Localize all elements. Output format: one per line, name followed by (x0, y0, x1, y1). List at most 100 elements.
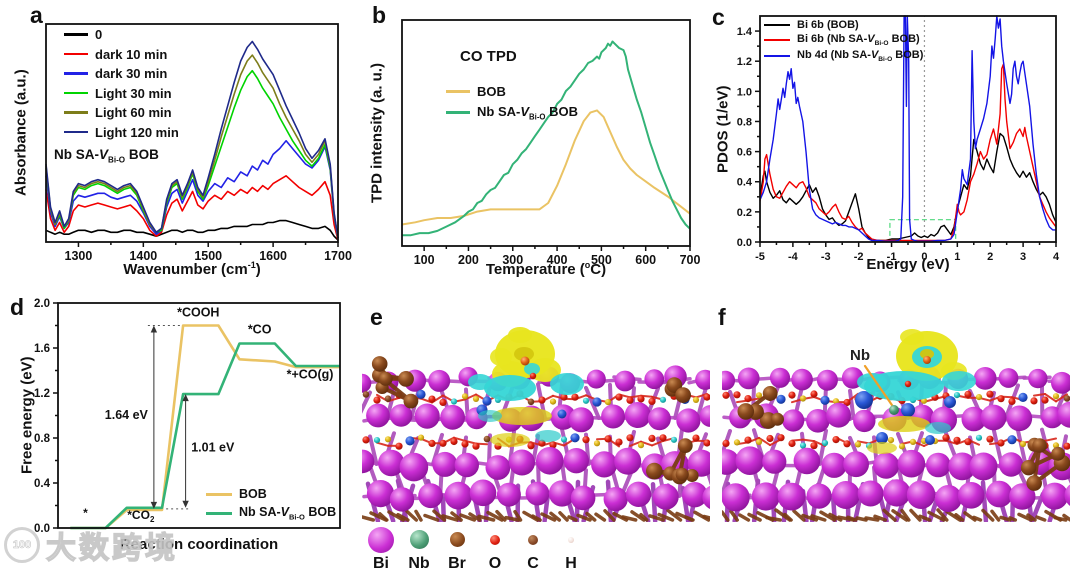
svg-text:0.0: 0.0 (737, 237, 752, 249)
atom-swatch-wrap (368, 526, 394, 553)
legend-item: Bi 6b (Nb SA-VBi-O BOB) (764, 33, 923, 47)
legend-label: Nb 4d (Nb SA-VBi-O BOB) (797, 49, 923, 63)
atom-swatch-wrap (490, 526, 500, 553)
svg-text:1.01 eV: 1.01 eV (191, 441, 235, 455)
panel-c-x-axis-label: Energy (eV) (760, 256, 1056, 273)
legend-item: Bi 6b (BOB) (764, 19, 923, 31)
panel-b-x-axis-label: Temperature (oC) (402, 260, 690, 278)
atom-legend-item-c: C (516, 526, 550, 573)
legend-label: Nb SA-VBi-O BOB (477, 104, 578, 122)
legend-color-swatch (764, 39, 790, 41)
legend-item: Nb SA-VBi-O BOB (206, 505, 336, 522)
legend-color-swatch (764, 55, 790, 57)
legend-item: Light 30 min (64, 86, 179, 101)
atom-symbol-label: Br (448, 555, 466, 573)
legend-item: dark 30 min (64, 66, 179, 81)
atom-symbol-label: Bi (373, 555, 389, 573)
legend-color-swatch (64, 33, 88, 36)
atom-symbol-label: C (527, 555, 539, 573)
svg-text:*+CO(g): *+CO(g) (287, 367, 334, 381)
svg-text:*CO: *CO (248, 322, 272, 336)
atom-color-swatch (490, 535, 500, 545)
charge-density-structure-nb-sa: Nb (722, 324, 1070, 522)
atom-swatch-wrap (568, 526, 574, 553)
legend-item: 0 (64, 27, 179, 42)
panel-b-y-axis-label: TPD intensity (a. u.) (366, 20, 388, 246)
legend-color-swatch (64, 92, 88, 95)
svg-text:0.4: 0.4 (737, 177, 753, 189)
atom-swatch-wrap (450, 526, 465, 553)
legend-color-swatch (764, 24, 790, 26)
panel-d-legend: BOB Nb SA-VBi-O BOB (206, 487, 336, 526)
legend-label: Bi 6b (BOB) (797, 19, 859, 31)
free-energy-chart: 0.00.40.81.21.62.01.64 eV1.01 eV**CO2*CO… (0, 290, 356, 569)
svg-text:Nb: Nb (850, 347, 870, 364)
atom-color-swatch (368, 527, 394, 553)
legend-label: dark 10 min (95, 47, 167, 62)
svg-text:1.2: 1.2 (737, 56, 752, 68)
atom-symbol-label: O (489, 555, 501, 573)
atom-legend-item-o: O (478, 526, 512, 573)
legend-label: Light 30 min (95, 86, 172, 101)
svg-text:0.8: 0.8 (737, 116, 752, 128)
panel-c-y-axis-label: PDOS (1/eV) (712, 16, 734, 242)
panel-a-x-axis-label: Wavenumber (cm-1) (46, 260, 338, 278)
legend-item: dark 10 min (64, 47, 179, 62)
legend-color-swatch (64, 53, 88, 56)
atom-color-swatch (450, 532, 465, 547)
atom-legend-item-nb: Nb (402, 526, 436, 573)
legend-item: Nb SA-VBi-O BOB (446, 104, 578, 122)
panel-d-y-axis-label: Free energy (eV) (16, 303, 38, 528)
svg-text:0.2: 0.2 (737, 207, 752, 219)
atom-swatch-wrap (410, 526, 429, 553)
svg-text:*: * (83, 506, 88, 520)
panel-f: f Nb (708, 290, 1080, 569)
legend-label: 0 (95, 27, 102, 42)
legend-color-swatch (206, 512, 232, 515)
legend-color-swatch (64, 72, 88, 75)
legend-color-swatch (206, 493, 232, 496)
legend-color-swatch (64, 111, 88, 114)
legend-label: Nb SA-VBi-O BOB (239, 505, 336, 522)
atom-legend-item-bi: Bi (364, 526, 398, 573)
panel-b-legend: BOB Nb SA-VBi-O BOB (446, 84, 578, 127)
atom-symbol-label: H (565, 555, 577, 573)
atom-color-swatch (568, 537, 574, 543)
legend-item: Nb 4d (Nb SA-VBi-O BOB) (764, 49, 923, 63)
legend-label: Light 120 min (95, 125, 179, 140)
legend-label: BOB (477, 84, 506, 99)
panel-a-legend: 0 dark 10 min dark 30 min Light 30 min Light… (64, 27, 179, 144)
panel-a-sample-note: Nb SA-VBi-O BOB (54, 147, 159, 165)
svg-text:*COOH: *COOH (177, 306, 219, 320)
panel-d-x-axis-label: Reaction coordination (58, 536, 340, 553)
charge-density-structure-bob (362, 324, 710, 522)
panel-a-y-axis-label: Absorbance (a.u.) (10, 24, 32, 242)
legend-color-swatch (64, 131, 88, 134)
svg-text:1.0: 1.0 (737, 86, 752, 98)
svg-text:1.4: 1.4 (737, 26, 753, 38)
legend-item: BOB (446, 84, 578, 99)
panel-b-chart-title: CO TPD (460, 48, 517, 65)
atom-legend-item-br: Br (440, 526, 474, 573)
legend-label: Light 60 min (95, 105, 172, 120)
legend-label: BOB (239, 487, 267, 501)
legend-item: Light 120 min (64, 125, 179, 140)
atom-symbol-label: Nb (408, 555, 429, 573)
legend-label: dark 30 min (95, 66, 167, 81)
legend-item: BOB (206, 487, 336, 501)
atom-swatch-wrap (528, 526, 538, 553)
legend-color-swatch (446, 90, 470, 93)
svg-text:0.6: 0.6 (737, 147, 752, 159)
legend-color-swatch (446, 111, 470, 114)
atom-legend: Bi Nb Br O C H (364, 526, 588, 573)
atom-color-swatch (528, 535, 538, 545)
atom-color-swatch (410, 530, 429, 549)
legend-label: Bi 6b (Nb SA-VBi-O BOB) (797, 33, 920, 47)
legend-item: Light 60 min (64, 105, 179, 120)
atom-legend-item-h: H (554, 526, 588, 573)
